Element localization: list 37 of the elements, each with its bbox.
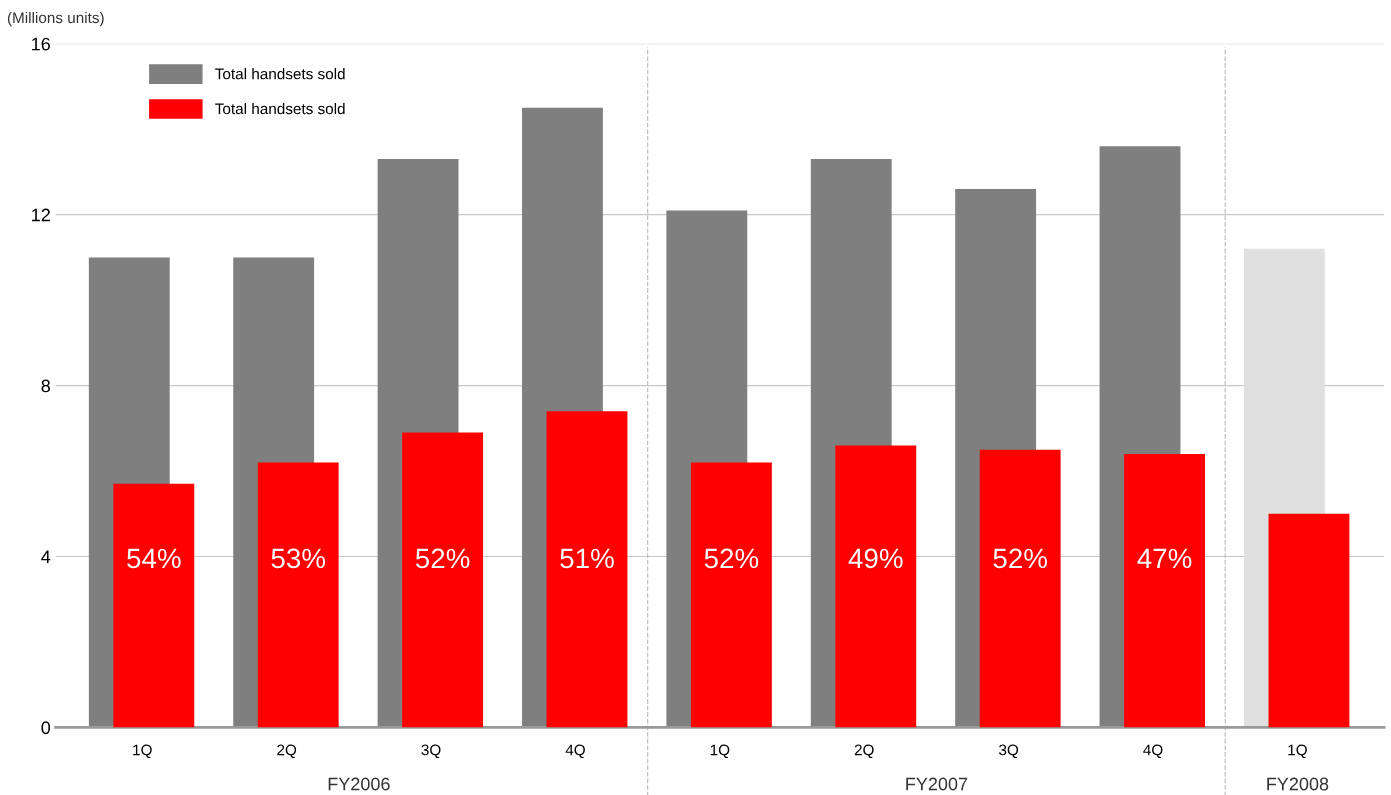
annotation: 51% [560,548,614,569]
bar [546,411,628,728]
bar [402,432,484,728]
bar [979,449,1061,728]
x-tick-label: 1Q [133,744,152,759]
y-tick-label: 4 [41,550,51,564]
annotation: 52% [993,548,1047,569]
annotation: 52% [704,548,759,569]
annotation: 47% [1137,548,1192,569]
y-tick-label: 0 [41,721,51,735]
text: FY2007 [906,777,968,791]
text: FY2008 [1267,777,1329,791]
y-tick-label: 12 [32,208,50,222]
x-tick-label: 4Q [1143,744,1163,759]
text: FY2006 [328,777,390,791]
annotation: 54% [127,548,181,569]
annotation: 53% [271,548,326,569]
legend-label: Total handsets sold [215,68,345,80]
bar [1268,513,1350,728]
annotation: 49% [848,548,903,569]
y-tick-label: 16 [32,37,50,51]
y-axis-title: (Millions units) [7,11,104,27]
x-tick-label: 1Q [710,744,730,759]
x-tick-label: 4Q [565,744,585,759]
y-tick-label: 8 [41,379,50,393]
bar [113,483,195,728]
legend-label: Total handsets sold [215,102,345,115]
x-tick-label: 2Q [854,744,874,759]
x-tick-label: 2Q [277,744,297,759]
annotation: 52% [415,548,470,569]
bar [257,462,339,728]
bar [1124,453,1205,728]
x-tick-label: 3Q [999,744,1019,759]
x-tick-label: 3Q [421,744,441,759]
bar [690,462,772,728]
x-tick-label: 1Q [1288,744,1307,759]
bar [835,445,917,728]
